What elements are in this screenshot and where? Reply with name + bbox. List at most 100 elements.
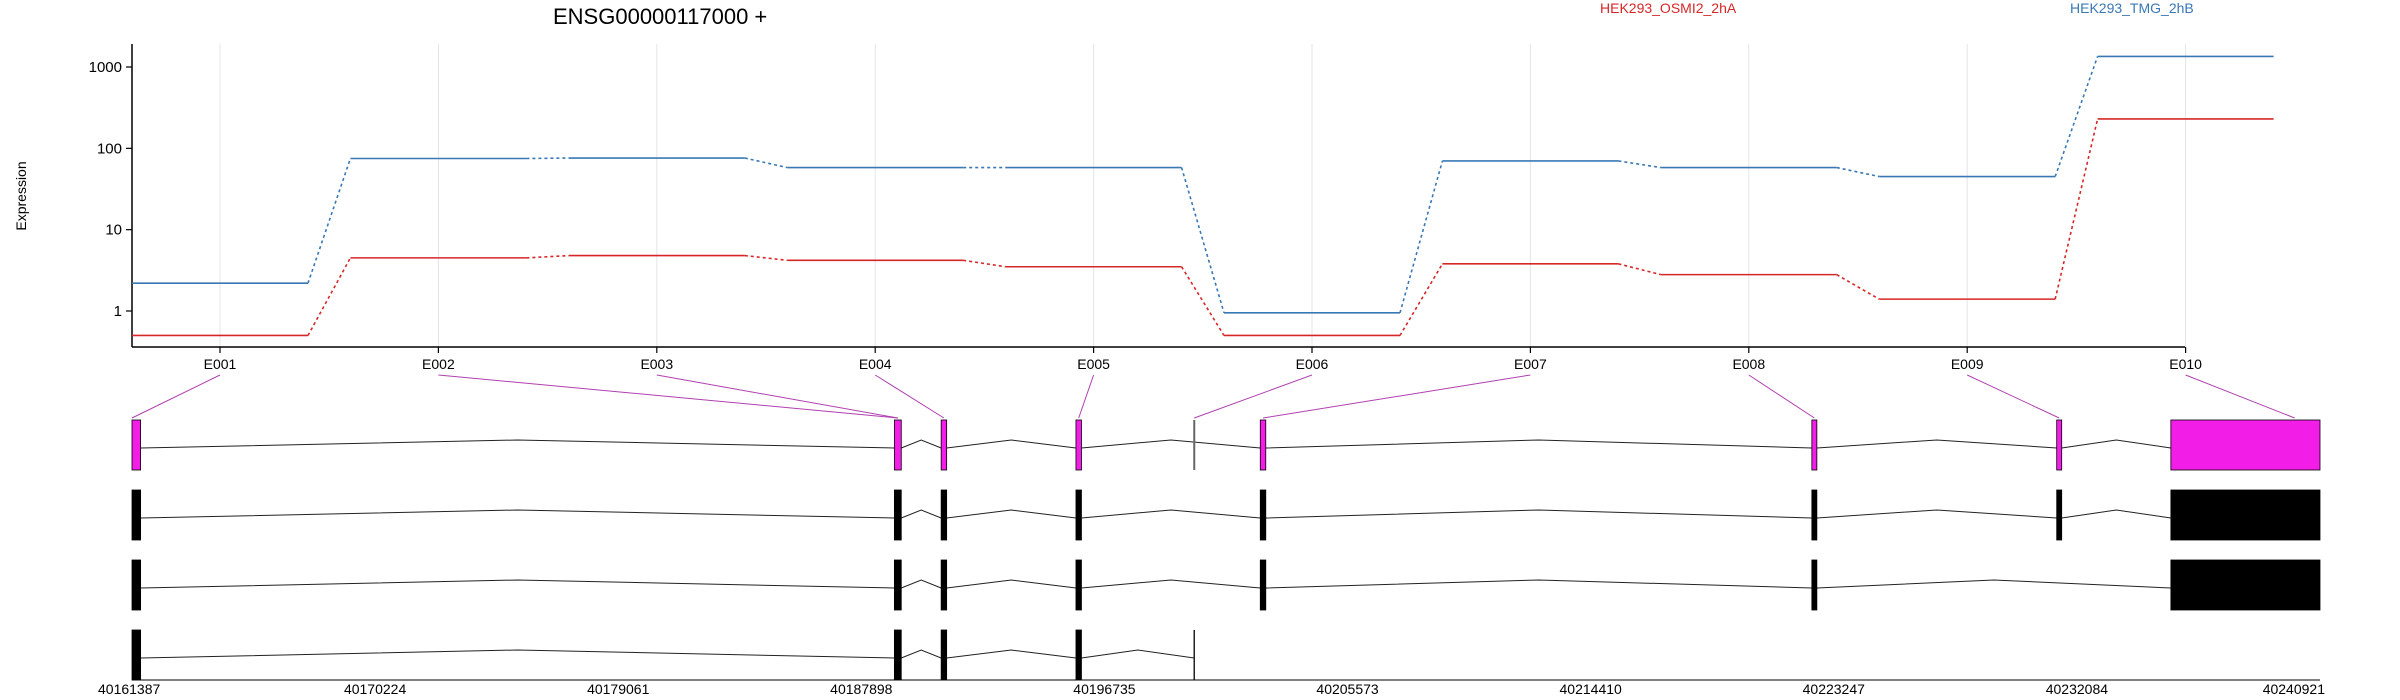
intron-line bbox=[946, 509, 1077, 519]
intron-line bbox=[140, 649, 895, 659]
exon-connector-lines bbox=[131, 374, 2295, 419]
exon-block bbox=[1259, 419, 1267, 471]
series-1-connector bbox=[1836, 273, 1880, 300]
intron-line bbox=[1081, 579, 1261, 589]
series-2-connector bbox=[1180, 167, 1225, 314]
connector-e007 bbox=[1262, 374, 1531, 419]
x-tick-label-e006: E006 bbox=[1296, 356, 1329, 372]
exon-block bbox=[131, 559, 142, 611]
exon-block bbox=[940, 489, 948, 541]
exon-block bbox=[2056, 489, 2063, 541]
exon-block bbox=[893, 629, 902, 681]
intron-line bbox=[946, 439, 1077, 449]
exon-block bbox=[1811, 419, 1818, 471]
exon-block bbox=[2170, 489, 2321, 541]
exon-block bbox=[893, 489, 902, 541]
x-tick-label-e008: E008 bbox=[1732, 356, 1765, 372]
exon-block bbox=[893, 559, 902, 611]
genomic-coordinate-axis: 40161387 40170224 40179061 40187898 40196735… bbox=[98, 679, 2326, 697]
legend-label-series-2: HEK293_TMG_2hB bbox=[2070, 0, 2194, 16]
y-tick-label: 10 bbox=[105, 222, 122, 239]
genomic-tick-label: 40223247 bbox=[1803, 681, 1866, 697]
y-tick-label: 1000 bbox=[89, 59, 122, 76]
genomic-tick-label: 40232084 bbox=[2046, 681, 2109, 697]
x-tick-label-e001: E001 bbox=[204, 356, 237, 372]
series-2 bbox=[132, 55, 2274, 314]
legend-label-series-1: HEK293_OSMI2_2hA bbox=[1600, 0, 1737, 16]
y-tick-label: 1 bbox=[114, 303, 122, 320]
exon-block bbox=[940, 629, 948, 681]
transcript-2 bbox=[131, 559, 2321, 611]
intron-line bbox=[1081, 439, 1261, 449]
connector-e006 bbox=[1194, 374, 1313, 419]
exon-block bbox=[1075, 489, 1082, 541]
intron-line bbox=[901, 579, 942, 589]
genomic-tick-label: 40179061 bbox=[587, 681, 650, 697]
intron-line bbox=[901, 509, 942, 519]
series-2-connector bbox=[1618, 160, 1661, 169]
series-2-connector bbox=[2054, 56, 2099, 177]
intron-line bbox=[2061, 439, 2171, 449]
connector-e009 bbox=[1966, 374, 2060, 419]
series-1-connector bbox=[1399, 263, 1444, 336]
series-2-connector bbox=[307, 158, 352, 284]
intron-line bbox=[1265, 579, 1812, 589]
series-1-connector bbox=[2054, 118, 2099, 300]
x-tick-label-e009: E009 bbox=[1951, 356, 1984, 372]
exon-block bbox=[1259, 489, 1267, 541]
transcript-merged bbox=[131, 419, 2321, 471]
intron-line bbox=[140, 509, 895, 519]
exon-block bbox=[1811, 489, 1818, 541]
transcript-3 bbox=[131, 629, 1196, 681]
intron-line bbox=[1081, 509, 1261, 519]
series-1-connector bbox=[1180, 266, 1225, 336]
expression-plot: 1 10 100 1000 E001 E002 E003 E004 E005 E006 E007 E0… bbox=[89, 44, 2274, 372]
x-tick-label-e004: E004 bbox=[859, 356, 892, 372]
genomic-tick-label: 40187898 bbox=[830, 681, 893, 697]
exon-block bbox=[131, 629, 142, 681]
exon-block bbox=[1811, 559, 1818, 611]
intron-line bbox=[1265, 439, 1812, 449]
exon-block bbox=[2170, 559, 2321, 611]
genomic-tick-label: 40170224 bbox=[344, 681, 407, 697]
x-tick-label-e007: E007 bbox=[1514, 356, 1547, 372]
intron-line bbox=[1081, 649, 1195, 659]
exon-block bbox=[131, 489, 142, 541]
intron-line bbox=[1265, 509, 1812, 519]
intron-line bbox=[2061, 509, 2171, 519]
y-tick-label: 100 bbox=[97, 140, 122, 157]
series-1-connector bbox=[744, 254, 788, 262]
exon-block bbox=[2170, 419, 2321, 471]
x-tick-label-e010: E010 bbox=[2169, 356, 2202, 372]
intron-line bbox=[901, 439, 942, 449]
series-1-connector bbox=[963, 259, 1006, 268]
x-tick-label-e005: E005 bbox=[1077, 356, 1110, 372]
connector-e001 bbox=[131, 374, 221, 419]
connector-e010 bbox=[2185, 374, 2295, 419]
exon-block bbox=[940, 419, 948, 471]
genomic-tick-label: 40196735 bbox=[1073, 681, 1136, 697]
series-2-connector bbox=[1399, 160, 1444, 314]
exon-block bbox=[131, 419, 142, 471]
intron-line bbox=[1816, 579, 2171, 589]
genomic-tick-label: 40205573 bbox=[1316, 681, 1379, 697]
intron-line bbox=[946, 579, 1077, 589]
intron-line bbox=[140, 439, 895, 449]
intron-line bbox=[1816, 439, 2057, 449]
y-axis-label: Expression bbox=[13, 161, 29, 230]
intron-line bbox=[140, 579, 895, 589]
exon-block bbox=[2056, 419, 2063, 471]
connector-e002 bbox=[438, 374, 898, 419]
series-2-connector bbox=[744, 157, 788, 169]
intron-line bbox=[1816, 509, 2057, 519]
exon-block bbox=[1259, 559, 1267, 611]
exon-block bbox=[893, 419, 902, 471]
series-1-connector bbox=[1618, 263, 1661, 276]
series-1 bbox=[132, 118, 2274, 337]
genomic-tick-label: 40214410 bbox=[1560, 681, 1623, 697]
intron-line bbox=[946, 649, 1077, 659]
exon-block bbox=[1075, 419, 1082, 471]
genomic-tick-label: 40240921 bbox=[2263, 681, 2326, 697]
exon-block bbox=[1075, 559, 1082, 611]
x-tick-label-e003: E003 bbox=[640, 356, 673, 372]
